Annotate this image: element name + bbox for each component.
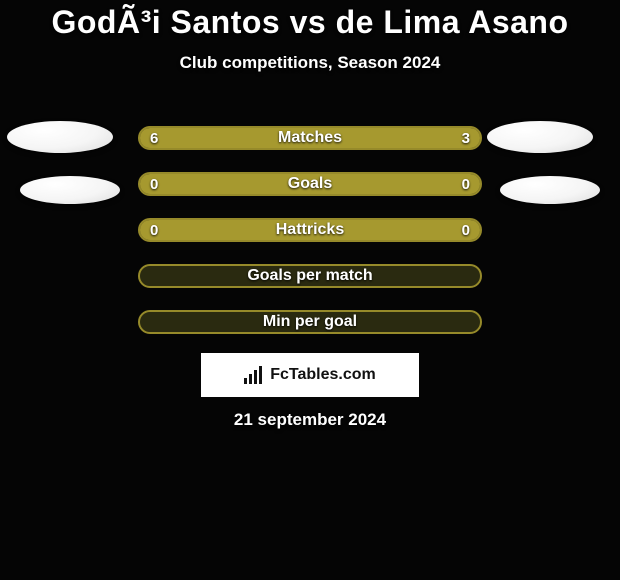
bar-track: Matches <box>138 126 482 150</box>
stat-label: Matches <box>140 128 480 148</box>
barchart-icon <box>244 366 264 384</box>
stat-label: Hattricks <box>140 220 480 240</box>
stat-value-left: 6 <box>150 126 158 150</box>
stat-label: Min per goal <box>140 312 480 332</box>
stat-value-right: 3 <box>462 126 470 150</box>
stat-value-left: 0 <box>150 218 158 242</box>
bar-track: Min per goal <box>138 310 482 334</box>
subtitle: Club competitions, Season 2024 <box>0 53 620 73</box>
stat-label: Goals per match <box>140 266 480 286</box>
brand-box: FcTables.com <box>201 353 419 397</box>
player-avatar <box>7 121 113 153</box>
brand-text: FcTables.com <box>270 366 376 384</box>
stat-value-right: 0 <box>462 218 470 242</box>
stat-label: Goals <box>140 174 480 194</box>
bar-track: Goals per match <box>138 264 482 288</box>
stat-row: Goals per match <box>0 264 620 288</box>
player-avatar <box>20 176 120 204</box>
date-text: 21 september 2024 <box>0 410 620 430</box>
bar-track: Hattricks <box>138 218 482 242</box>
bar-track: Goals <box>138 172 482 196</box>
page-title: GodÃ³i Santos vs de Lima Asano <box>0 0 620 41</box>
stat-row: Min per goal <box>0 310 620 334</box>
player-avatar <box>500 176 600 204</box>
stat-row: Hattricks0 0 <box>0 218 620 242</box>
stat-value-right: 0 <box>462 172 470 196</box>
stat-value-left: 0 <box>150 172 158 196</box>
player-avatar <box>487 121 593 153</box>
comparison-rows: Matches63Goals00Hattricks00Goals per mat… <box>0 126 620 356</box>
